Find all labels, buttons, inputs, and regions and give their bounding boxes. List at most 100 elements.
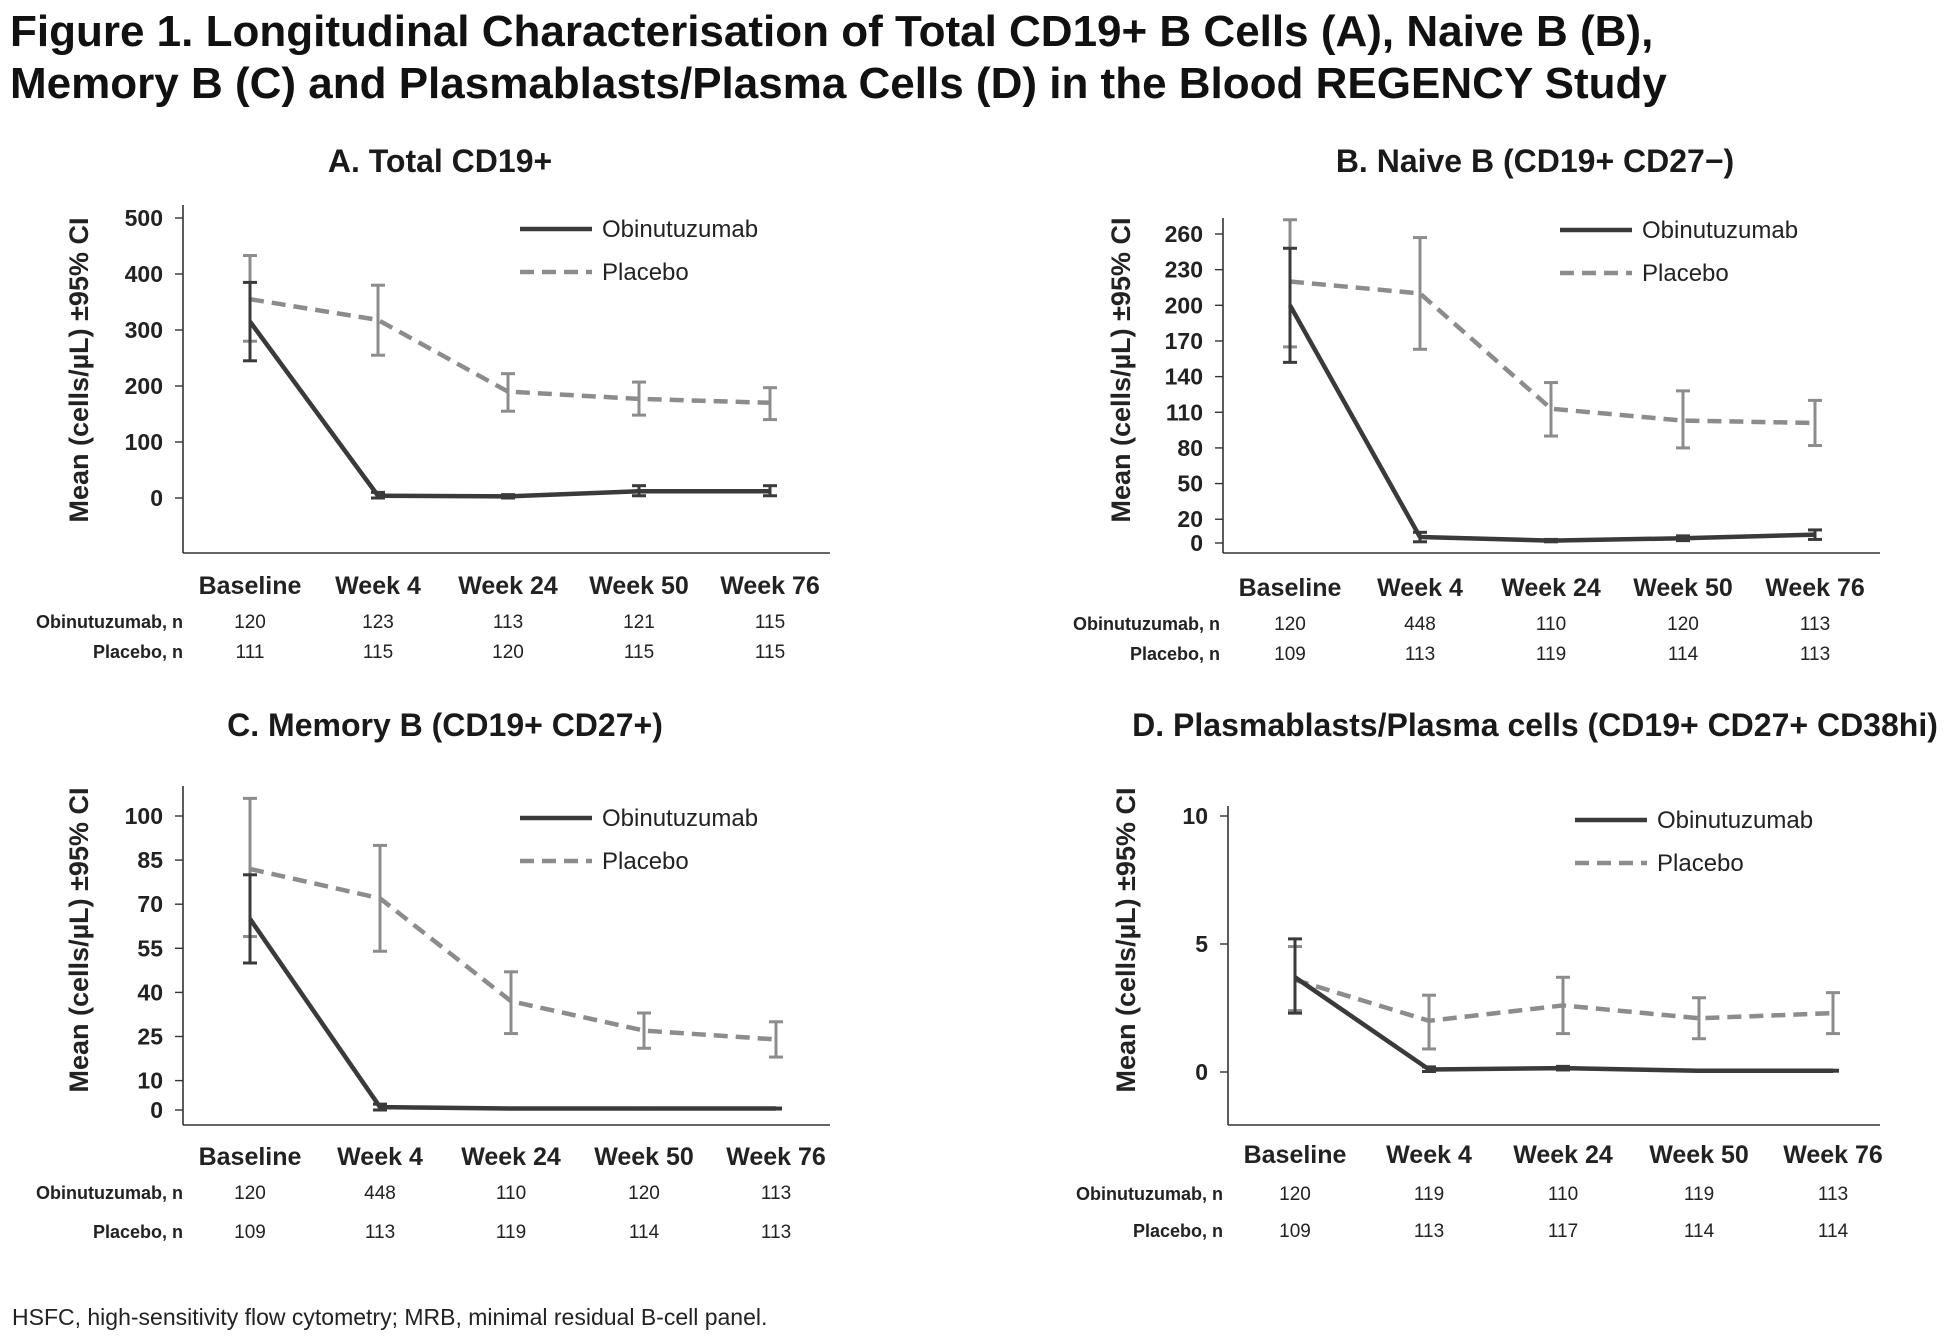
figure-title-line-1: Figure 1. Longitudinal Characterisation … xyxy=(10,7,1654,56)
x-tick-label: Week 4 xyxy=(335,572,421,600)
x-tick-label: Week 76 xyxy=(1783,1141,1883,1169)
n-cell: 120 xyxy=(1274,614,1306,635)
n-row-label: Placebo, n xyxy=(93,642,183,662)
y-axis-label: Mean (cells/µL) ±95% CI xyxy=(1111,788,1141,1093)
x-tick-label: Week 4 xyxy=(1377,574,1463,602)
n-cell: 448 xyxy=(1404,614,1436,635)
legend-label-placebo: Placebo xyxy=(1657,850,1744,877)
n-row-label: Obinutuzumab, n xyxy=(36,612,183,632)
n-row-label: Obinutuzumab, n xyxy=(1073,614,1220,634)
n-cell: 113 xyxy=(1405,644,1435,665)
x-tick-label: Week 50 xyxy=(589,572,689,600)
y-tick-label: 500 xyxy=(125,205,163,231)
x-tick-label: Week 50 xyxy=(1649,1141,1749,1169)
n-cell: 113 xyxy=(1800,644,1830,665)
y-tick-label: 100 xyxy=(125,803,163,829)
y-tick-label: 300 xyxy=(125,317,163,343)
y-axis-label: Mean (cells/µL) ±95% CI xyxy=(1106,218,1136,523)
n-cell: 119 xyxy=(1536,644,1566,665)
y-tick-label: 85 xyxy=(137,847,163,873)
y-tick-label: 110 xyxy=(1166,399,1203,425)
n-cell: 113 xyxy=(493,612,523,633)
chart-title: B. Naive B (CD19+ CD27−) xyxy=(1336,143,1734,179)
x-tick-label: Week 4 xyxy=(337,1143,423,1171)
n-cell: 110 xyxy=(496,1183,526,1204)
legend-label-placebo: Placebo xyxy=(602,259,689,286)
n-cell: 110 xyxy=(1536,614,1566,635)
n-cell: 120 xyxy=(234,612,266,633)
y-tick-label: 10 xyxy=(137,1068,163,1094)
n-cell: 110 xyxy=(1548,1184,1578,1205)
chart-title: C. Memory B (CD19+ CD27+) xyxy=(227,707,663,743)
y-tick-label: 260 xyxy=(1165,221,1203,247)
chart-plasmablasts: D. Plasmablasts/Plasma cells (CD19+ CD27… xyxy=(1076,707,1938,1242)
n-cell: 113 xyxy=(1818,1184,1848,1205)
n-cell: 109 xyxy=(234,1222,266,1243)
n-cell: 119 xyxy=(496,1222,526,1243)
n-cell: 120 xyxy=(492,642,524,663)
figure-title-line-2: Memory B (C) and Plasmablasts/Plasma Cel… xyxy=(10,59,1667,108)
x-tick-label: Week 24 xyxy=(458,572,558,600)
n-cell: 119 xyxy=(1414,1184,1444,1205)
n-cell: 113 xyxy=(761,1222,791,1243)
n-row-label: Placebo, n xyxy=(1130,644,1220,664)
y-tick-label: 50 xyxy=(1177,471,1203,497)
y-axis-label: Mean (cells/µL) ±95% CI xyxy=(64,788,94,1093)
n-cell: 115 xyxy=(755,642,785,663)
n-cell: 121 xyxy=(623,612,655,633)
y-tick-label: 0 xyxy=(1195,1059,1208,1085)
y-tick-label: 80 xyxy=(1177,435,1203,461)
x-tick-label: Baseline xyxy=(199,572,302,600)
n-cell: 120 xyxy=(234,1183,266,1204)
x-tick-label: Week 50 xyxy=(1633,574,1733,602)
n-row-label: Placebo, n xyxy=(93,1222,183,1242)
y-tick-label: 200 xyxy=(1165,292,1203,318)
y-tick-label: 10 xyxy=(1182,803,1208,829)
placebo-line xyxy=(249,296,771,406)
y-axis-label: Mean (cells/µL) ±95% CI xyxy=(64,218,94,523)
legend-label-placebo: Placebo xyxy=(1642,260,1729,287)
y-tick-label: 0 xyxy=(1190,530,1203,556)
n-row-label: Placebo, n xyxy=(1133,1221,1223,1241)
n-cell: 115 xyxy=(363,642,393,663)
n-cell: 111 xyxy=(236,642,265,663)
x-tick-label: Week 76 xyxy=(720,572,820,600)
y-tick-label: 140 xyxy=(1165,364,1203,390)
x-tick-label: Week 50 xyxy=(594,1143,694,1171)
n-cell: 123 xyxy=(362,612,394,633)
x-tick-label: Week 76 xyxy=(726,1143,826,1171)
n-cell: 120 xyxy=(1279,1184,1311,1205)
y-tick-label: 20 xyxy=(1177,506,1203,532)
x-tick-label: Baseline xyxy=(1239,574,1342,602)
n-row-label: Obinutuzumab, n xyxy=(36,1183,183,1203)
chart-naive-b: B. Naive B (CD19+ CD27−) Mean (cells/µL) … xyxy=(1073,143,1880,665)
n-cell: 117 xyxy=(1548,1221,1578,1242)
n-cell: 113 xyxy=(1414,1221,1444,1242)
n-cell: 113 xyxy=(761,1183,791,1204)
n-cell: 109 xyxy=(1274,644,1306,665)
y-tick-label: 40 xyxy=(137,979,163,1005)
legend-label-obinutuzumab: Obinutuzumab xyxy=(602,216,758,243)
y-tick-label: 55 xyxy=(137,935,163,961)
n-cell: 114 xyxy=(629,1222,660,1243)
legend-label-obinutuzumab: Obinutuzumab xyxy=(1657,807,1813,834)
y-tick-label: 200 xyxy=(125,373,163,399)
y-tick-label: 230 xyxy=(1165,257,1203,283)
x-tick-label: Week 4 xyxy=(1386,1141,1472,1169)
y-tick-label: 5 xyxy=(1195,931,1208,957)
y-tick-label: 70 xyxy=(137,891,163,917)
chart-memory-b: C. Memory B (CD19+ CD27+) Mean (cells/µL)… xyxy=(36,707,830,1243)
legend-label-obinutuzumab: Obinutuzumab xyxy=(602,805,758,832)
y-tick-label: 170 xyxy=(1165,328,1203,354)
x-tick-label: Week 24 xyxy=(461,1143,561,1171)
y-tick-label: 100 xyxy=(125,429,163,455)
y-tick-label: 400 xyxy=(125,261,163,287)
chart-total-cd19: A. Total CD19+ Mean (cells/µL) ±95% CI 0 10… xyxy=(36,143,830,663)
footnote: HSFC, high-sensitivity flow cytometry; M… xyxy=(12,1304,768,1330)
n-cell: 109 xyxy=(1279,1221,1311,1242)
x-tick-label: Baseline xyxy=(1244,1141,1347,1169)
legend-label-placebo: Placebo xyxy=(602,848,689,875)
n-cell: 115 xyxy=(624,642,654,663)
n-cell: 113 xyxy=(365,1222,395,1243)
n-cell: 114 xyxy=(1668,644,1699,665)
